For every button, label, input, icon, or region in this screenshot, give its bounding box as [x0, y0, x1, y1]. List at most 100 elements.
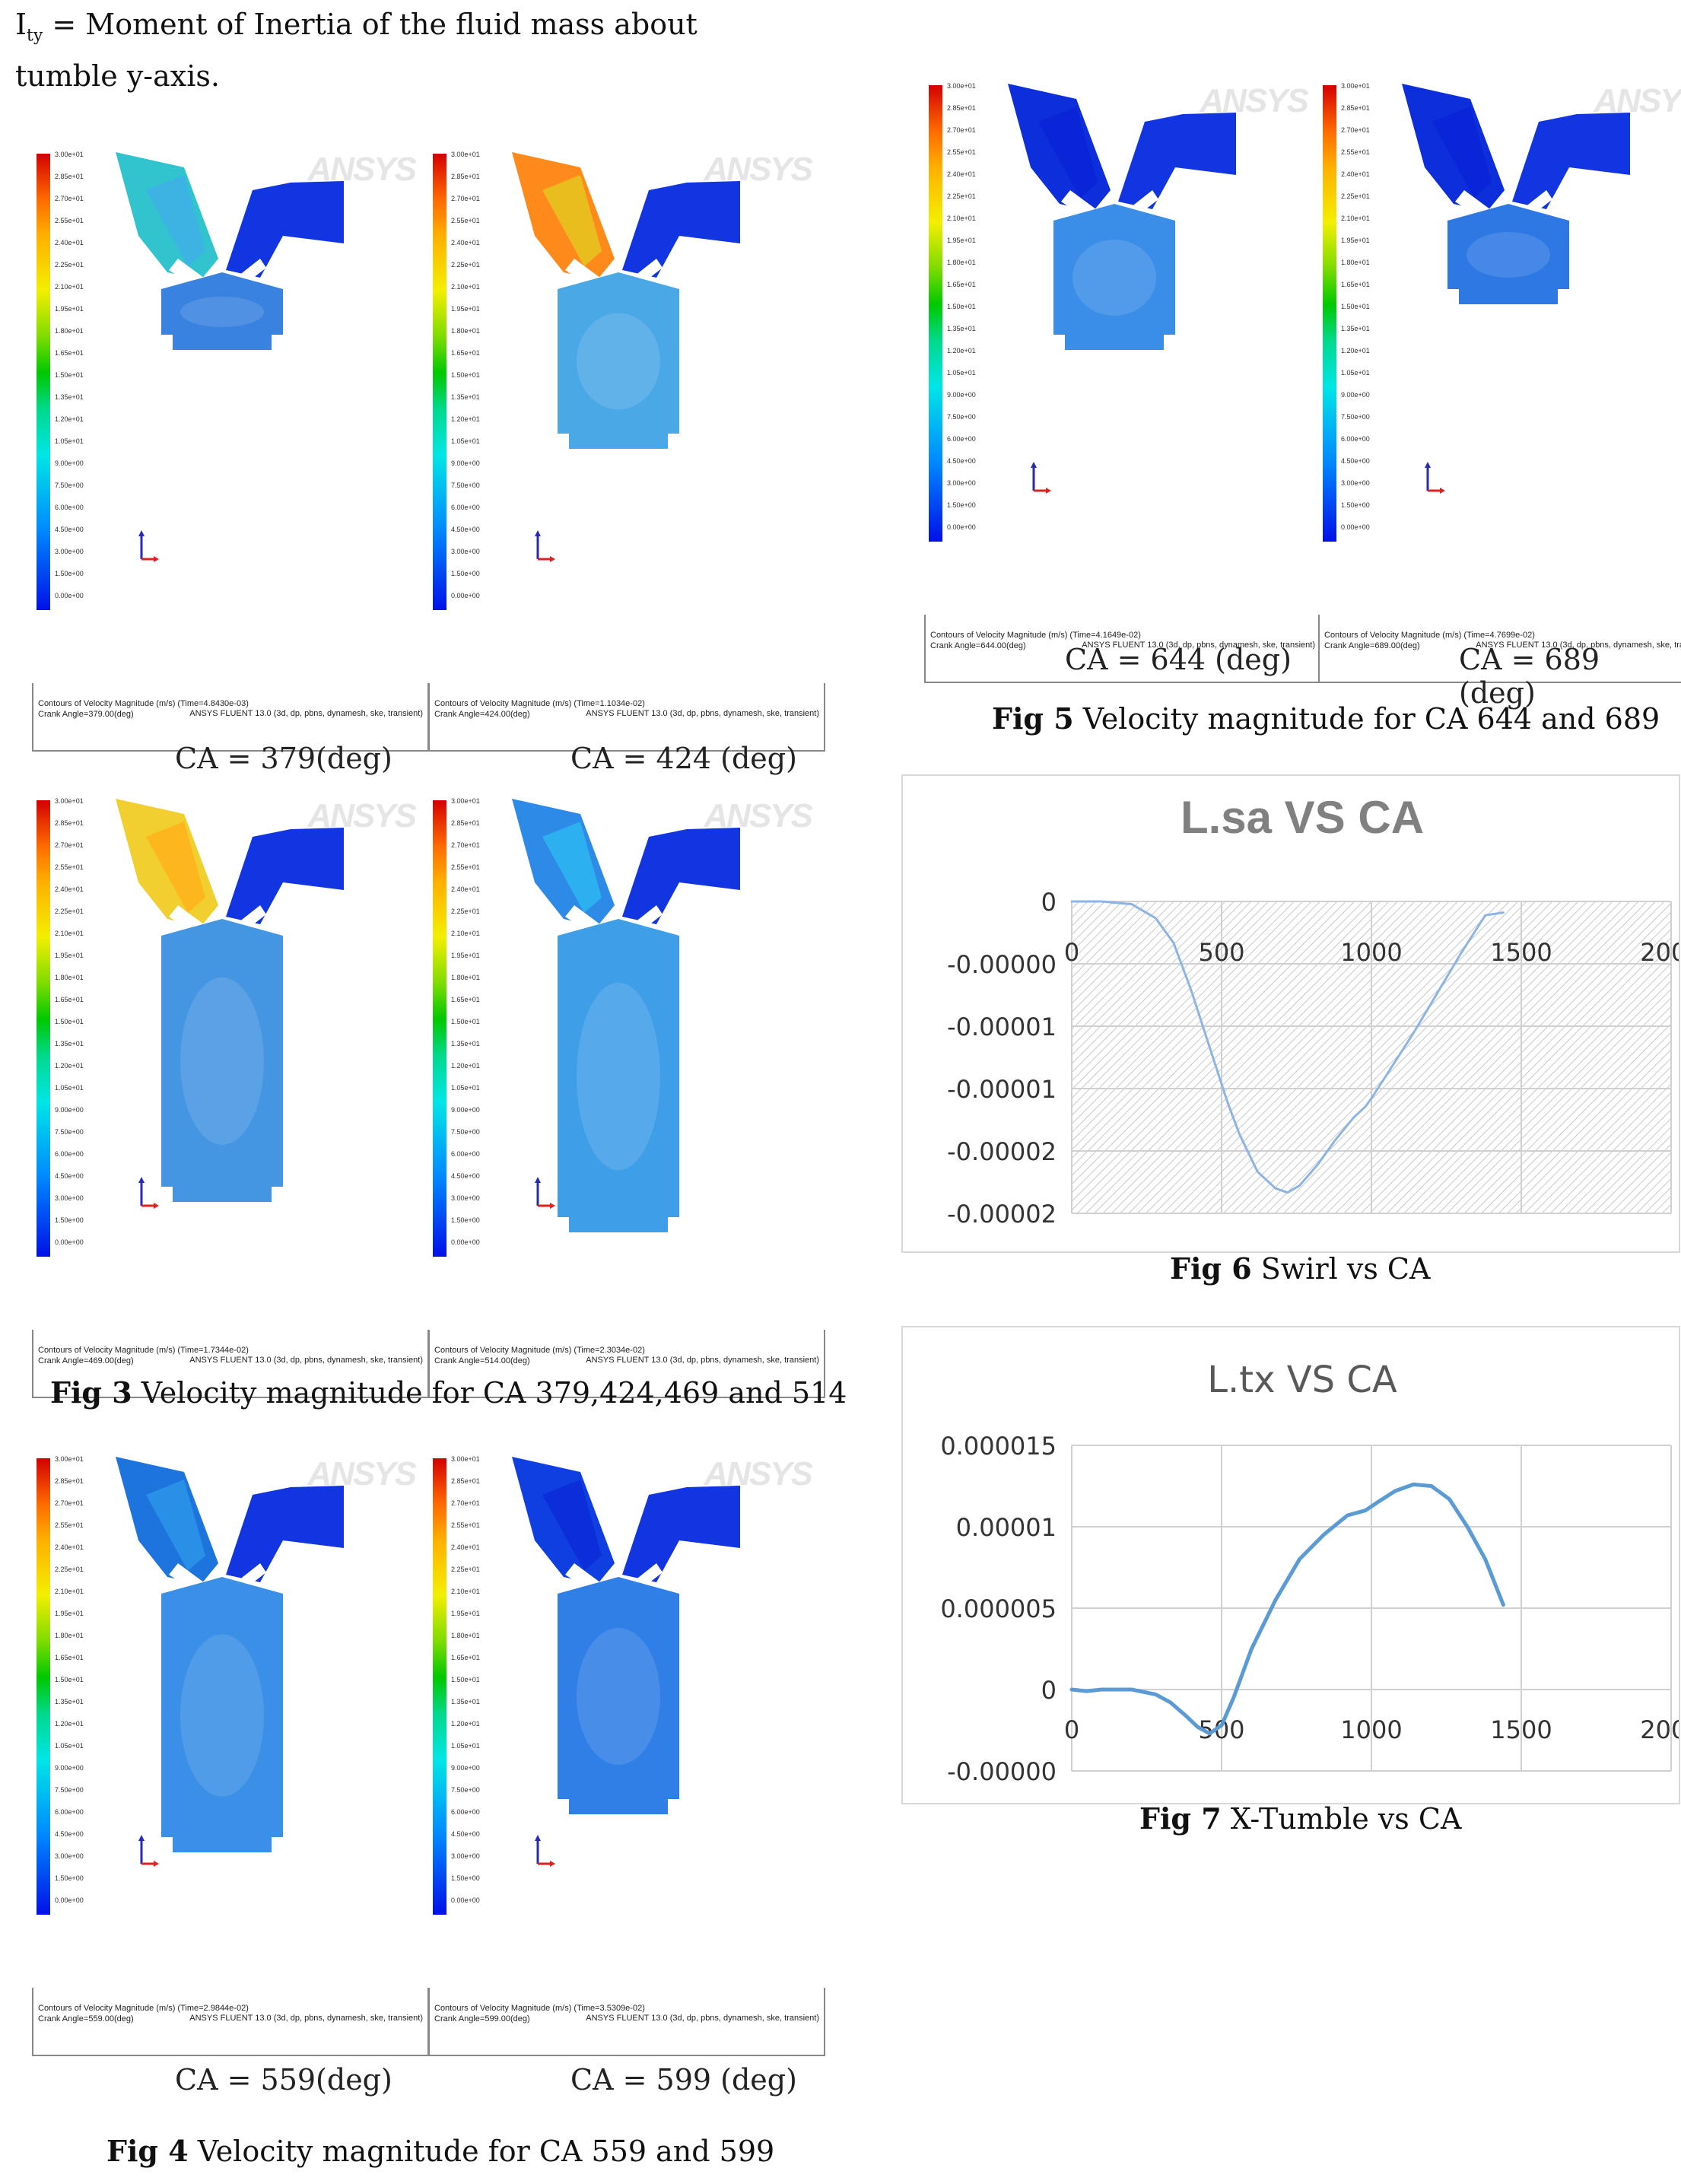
piston-crown — [1065, 335, 1164, 350]
legend-label: 2.70e+01 — [1341, 126, 1370, 134]
legend-label: 2.55e+01 — [55, 217, 84, 224]
flow-highlight — [1072, 240, 1156, 316]
legend-label: 1.65e+01 — [451, 349, 480, 357]
legend-label: 0.00e+00 — [55, 592, 84, 599]
panel-footer: Contours of Velocity Magnitude (m/s) (Ti… — [924, 615, 1321, 683]
tumble-chart-title: L.tx VS CA — [1207, 1359, 1397, 1401]
footer-time: Contours of Velocity Magnitude (m/s) (Ti… — [38, 699, 249, 708]
axes-triad-icon — [138, 1835, 159, 1867]
legend-label: 2.70e+01 — [451, 841, 480, 849]
cfd-panel: 3.00e+01 2.85e+01 2.70e+01 2.55e+01 2.40e+01… — [32, 1449, 429, 2062]
cylinder-chamber — [161, 1577, 283, 1837]
panel-footer: Contours of Velocity Magnitude (m/s) (Ti… — [428, 1988, 825, 2056]
legend-label: 1.05e+01 — [55, 1742, 84, 1750]
ca-label-559: CA = 559(deg) — [175, 2063, 392, 2097]
legend-label: 1.95e+01 — [1341, 237, 1370, 244]
cylinder-chamber — [161, 272, 283, 335]
intro-subscript: ty — [27, 26, 43, 46]
legend-label: 9.00e+00 — [451, 459, 480, 467]
color-legend-bar — [929, 85, 942, 542]
exhaust-port — [1118, 113, 1236, 209]
x-tick-label: 0 — [1064, 938, 1079, 967]
axes-triad-icon — [535, 1177, 555, 1209]
footer-time: Contours of Velocity Magnitude (m/s) (Ti… — [434, 2004, 645, 2013]
cfd-panel: 3.00e+01 2.85e+01 2.70e+01 2.55e+01 2.40e+01… — [428, 791, 825, 1404]
legend-label: 4.50e+00 — [1341, 457, 1370, 465]
exhaust-port — [1512, 113, 1630, 209]
legend-label: 4.50e+00 — [451, 1172, 480, 1180]
footer-solver: ANSYS FLUENT 13.0 (3d, dp, pbns, dynames… — [586, 2014, 819, 2023]
legend-label: 1.50e+01 — [55, 371, 84, 379]
legend-label: 1.50e+00 — [55, 1874, 84, 1882]
color-legend-bar — [433, 1458, 446, 1915]
intake-port-core — [146, 822, 205, 913]
legend-label: 1.80e+01 — [55, 974, 84, 981]
series-line — [1069, 1482, 1505, 1736]
x-tick-label: 2000 — [1640, 1715, 1679, 1744]
legend-label: 6.00e+00 — [451, 504, 480, 511]
intro-symbol: I — [15, 8, 27, 41]
y-tick-label: -0.00000 — [947, 950, 1057, 979]
legend-label: 1.20e+01 — [55, 415, 84, 423]
footer-info: Contours of Velocity Magnitude (m/s) (Ti… — [38, 2003, 249, 2024]
y-tick-label: 0.00001 — [956, 1513, 1057, 1542]
flow-highlight — [577, 313, 660, 410]
fig7-text: X-Tumble vs CA — [1221, 1802, 1462, 1836]
legend-label: 1.80e+01 — [55, 327, 84, 335]
swirl-chart-title: L.sa VS CA — [1181, 792, 1424, 843]
legend-label: 1.80e+01 — [451, 974, 480, 981]
flow-highlight — [180, 1634, 264, 1797]
legend-label: 2.10e+01 — [451, 1588, 480, 1595]
legend-label: 1.50e+01 — [451, 1018, 480, 1025]
legend-label: 2.25e+01 — [55, 261, 84, 269]
piston-crown — [569, 1217, 668, 1232]
cfd-panel: 3.00e+01 2.85e+01 2.70e+01 2.55e+01 2.40e+01… — [32, 145, 429, 757]
exhaust-port — [622, 828, 740, 924]
y-tick-label: 0 — [1041, 888, 1057, 917]
legend-label: 0.00e+00 — [451, 1238, 480, 1246]
legend-label: 1.35e+01 — [55, 393, 84, 401]
legend-label: 3.00e+00 — [1341, 479, 1370, 487]
legend-label: 1.95e+01 — [947, 237, 976, 244]
legend-label: 2.85e+01 — [451, 173, 480, 180]
legend-label: 1.35e+01 — [1341, 325, 1370, 332]
axes-triad-icon — [138, 530, 159, 562]
legend-label: 2.70e+01 — [55, 195, 84, 202]
piston-crown — [173, 1187, 272, 1202]
legend-label: 2.55e+01 — [55, 1521, 84, 1529]
legend-label: 1.80e+01 — [451, 327, 480, 335]
velocity-contour — [116, 799, 344, 1202]
footer-info: Contours of Velocity Magnitude (m/s) (Ti… — [1324, 630, 1535, 651]
legend-label: 2.70e+01 — [947, 126, 976, 134]
intro-text: = Moment of Inertia of the fluid mass ab… — [15, 8, 698, 93]
legend-label: 2.85e+01 — [55, 819, 84, 827]
x-tick-label: 500 — [1198, 938, 1244, 967]
footer-solver: ANSYS FLUENT 13.0 (3d, dp, pbns, dynames… — [586, 1356, 819, 1365]
legend-label: 1.20e+01 — [947, 347, 976, 354]
legend-label: 2.85e+01 — [947, 104, 976, 112]
legend-label: 1.35e+01 — [451, 1040, 480, 1047]
legend-label: 2.25e+01 — [947, 192, 976, 200]
legend-label: 3.00e+01 — [451, 1455, 480, 1463]
legend-label: 1.65e+01 — [1341, 281, 1370, 288]
legend-label: 1.20e+01 — [55, 1720, 84, 1728]
footer-time: Contours of Velocity Magnitude (m/s) (Ti… — [434, 1346, 645, 1355]
footer-solver: ANSYS FLUENT 13.0 (3d, dp, pbns, dynames… — [586, 709, 819, 718]
legend-label: 3.00e+00 — [55, 548, 84, 555]
y-tick-label: -0.00002 — [947, 1200, 1057, 1229]
axes-triad-icon — [138, 1177, 159, 1209]
color-legend-bar — [1323, 85, 1336, 542]
legend-label: 1.05e+01 — [1341, 369, 1370, 377]
swirl-chart-box: L.sa VS CA 0 -0.00000 -0.00001 -0.00001 -0.0… — [901, 774, 1681, 1253]
footer-time: Contours of Velocity Magnitude (m/s) (Ti… — [930, 631, 1141, 640]
intro-paragraph: Ity = Moment of Inertia of the fluid mas… — [15, 5, 791, 96]
legend-label: 1.80e+01 — [451, 1632, 480, 1639]
velocity-contour — [1402, 84, 1630, 304]
legend-label: 2.55e+01 — [451, 1521, 480, 1529]
legend-label: 1.20e+01 — [1341, 347, 1370, 354]
footer-time: Contours of Velocity Magnitude (m/s) (Ti… — [1324, 631, 1535, 640]
cylinder-chamber — [1447, 204, 1569, 289]
x-tick-label: 1000 — [1340, 1715, 1402, 1744]
legend-label: 7.50e+00 — [55, 482, 84, 489]
legend-label: 2.40e+01 — [451, 885, 480, 893]
